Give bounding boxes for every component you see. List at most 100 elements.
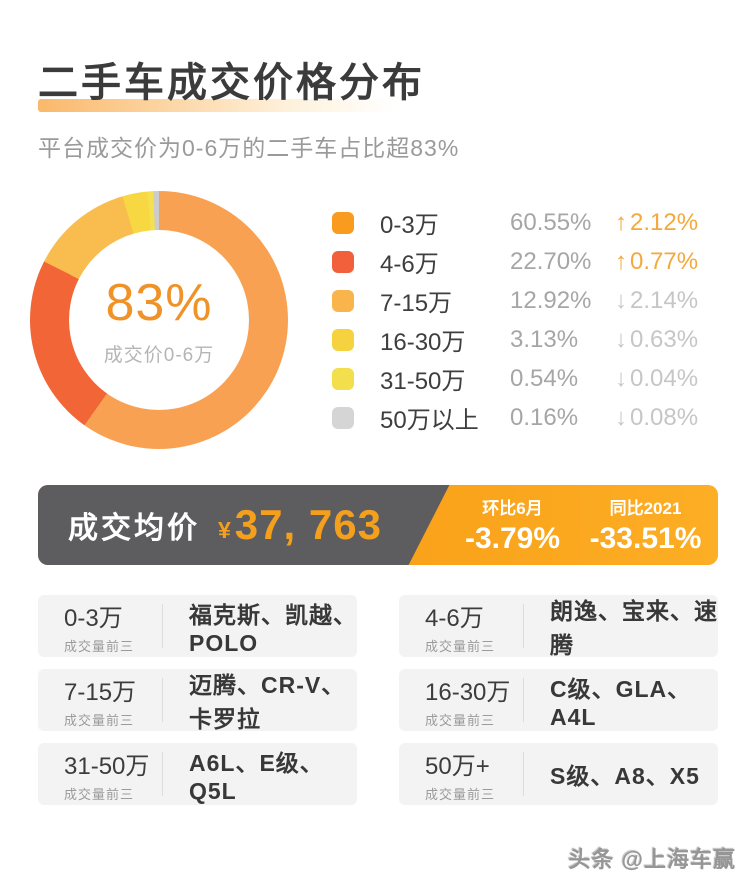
top3-note-label: 成交量前三 xyxy=(425,712,496,728)
price-range-label: 7-15万 xyxy=(64,678,137,706)
legend-row: 7-15万 12.92% ↓ 2.14% xyxy=(332,281,698,320)
legend-change-value: 0.77% xyxy=(630,247,699,275)
legend-row: 0-3万 60.55% ↑ 2.12% xyxy=(332,203,698,242)
trend-down-arrow-icon: ↓ xyxy=(615,286,627,314)
legend-share-value: 0.16% xyxy=(510,403,579,431)
trend-down-arrow-icon: ↓ xyxy=(615,325,627,353)
top-sellers-card-50plus: 50万+ 成交量前三 S级、A8、X5 xyxy=(399,743,718,805)
legend-change: ↑ 0.77% xyxy=(615,248,698,276)
legend-change: ↑ 2.12% xyxy=(615,209,698,237)
price-range-label: 0-3万 xyxy=(64,604,123,632)
top-sellers-card-16-30: 16-30万 成交量前三 C级、GLA、A4L xyxy=(399,669,718,731)
top3-note-label: 成交量前三 xyxy=(64,712,135,728)
top-models-text: 福克斯、凯越、POLO xyxy=(189,601,357,656)
top-models-text: 朗逸、宝来、速腾 xyxy=(550,598,718,658)
mom-label: 环比6月 xyxy=(482,499,543,518)
legend-change: ↓ 0.08% xyxy=(615,404,698,432)
top-models-text: S级、A8、X5 xyxy=(550,763,700,789)
legend-share-value: 22.70% xyxy=(510,247,592,275)
donut-center-label: 成交价0-6万 xyxy=(103,345,215,366)
donut-center: 83% 成交价0-6万 xyxy=(69,230,249,410)
legend-swatch xyxy=(332,250,354,273)
chart-legend: 0-3万 60.55% ↑ 2.12% 4-6万 22.70% ↑ 0.77% … xyxy=(332,203,698,449)
top3-note-label: 成交量前三 xyxy=(64,786,135,802)
legend-swatch xyxy=(332,211,354,234)
legend-change-value: 2.12% xyxy=(630,208,699,236)
top-sellers-card-7-15: 7-15万 成交量前三 迈腾、CR-V、卡罗拉 xyxy=(38,669,357,732)
price-range-label: 50万+ xyxy=(425,752,490,780)
card-range-block: 4-6万 成交量前三 xyxy=(425,598,523,655)
yoy-value: -33.51% xyxy=(589,522,702,555)
legend-share-value: 3.13% xyxy=(510,325,579,353)
yoy-label: 同比2021 xyxy=(609,499,682,518)
legend-change-value: 0.08% xyxy=(630,403,699,431)
top-sellers-card-0-3: 0-3万 成交量前三 福克斯、凯越、POLO xyxy=(38,595,357,657)
legend-label: 50万以上 xyxy=(380,407,479,434)
card-range-block: 16-30万 成交量前三 xyxy=(425,672,523,729)
average-price-banner: 成交均价 ¥ 37, 763 环比6月 -3.79% 同比2021 -33.51… xyxy=(38,485,718,565)
mom-comparison: 环比6月 -3.79% xyxy=(446,485,579,565)
donut-center-value: 83% xyxy=(105,274,213,332)
header: 二手车成交价格分布 平台成交价为0-6万的二手车占比超83% xyxy=(38,50,750,163)
legend-row: 31-50万 0.54% ↓ 0.04% xyxy=(332,359,698,398)
legend-label: 31-50万 xyxy=(380,368,466,395)
legend-share-value: 0.54% xyxy=(510,364,579,392)
card-divider xyxy=(162,752,163,796)
top-sellers-grid: 0-3万 成交量前三 福克斯、凯越、POLO 4-6万 成交量前三 朗逸、宝来、… xyxy=(38,595,718,805)
price-range-label: 4-6万 xyxy=(425,604,484,632)
top3-note-label: 成交量前三 xyxy=(64,638,135,654)
legend-change-value: 0.04% xyxy=(630,364,699,392)
price-distribution-chart-section: 83% 成交价0-6万 0-3万 60.55% ↑ 2.12% 4-6万 22.… xyxy=(30,191,750,449)
legend-row: 4-6万 22.70% ↑ 0.77% xyxy=(332,242,698,281)
legend-label: 7-15万 xyxy=(380,290,453,317)
yoy-comparison: 同比2021 -33.51% xyxy=(579,485,712,565)
page-subtitle: 平台成交价为0-6万的二手车占比超83% xyxy=(38,135,460,161)
top-sellers-card-4-6: 4-6万 成交量前三 朗逸、宝来、速腾 xyxy=(399,595,718,658)
watermark: 头条 @上海车赢 xyxy=(568,847,736,872)
card-range-block: 0-3万 成交量前三 xyxy=(64,598,162,655)
currency-symbol: ¥ xyxy=(218,516,231,543)
card-divider xyxy=(523,678,524,722)
legend-change-value: 0.63% xyxy=(630,325,699,353)
card-divider xyxy=(523,752,524,796)
legend-label: 4-6万 xyxy=(380,251,439,278)
banner-dark-panel xyxy=(38,485,450,565)
title-highlight-underline xyxy=(38,99,394,112)
legend-swatch xyxy=(332,406,354,429)
card-divider xyxy=(523,604,524,648)
page-title: 二手车成交价格分布 xyxy=(38,61,425,105)
top-models-text: 迈腾、CR-V、卡罗拉 xyxy=(189,672,346,732)
top-models-text: A6L、E级、Q5L xyxy=(189,749,324,804)
card-range-block: 50万+ 成交量前三 xyxy=(425,746,523,803)
banner-comparisons: 环比6月 -3.79% 同比2021 -33.51% xyxy=(446,485,712,565)
card-divider xyxy=(162,678,163,722)
trend-up-arrow-icon: ↑ xyxy=(615,247,627,275)
legend-swatch xyxy=(332,289,354,312)
legend-share-value: 60.55% xyxy=(510,208,592,236)
legend-share-value: 12.92% xyxy=(510,286,592,314)
legend-label: 16-30万 xyxy=(380,329,466,356)
legend-row: 16-30万 3.13% ↓ 0.63% xyxy=(332,320,698,359)
average-price-value: 37, 763 xyxy=(234,501,382,548)
trend-down-arrow-icon: ↓ xyxy=(615,403,627,431)
donut-chart-wrap: 83% 成交价0-6万 xyxy=(30,191,288,449)
price-range-label: 16-30万 xyxy=(425,678,511,706)
top-sellers-card-31-50: 31-50万 成交量前三 A6L、E级、Q5L xyxy=(38,743,357,805)
legend-change: ↓ 0.63% xyxy=(615,326,698,354)
legend-change: ↓ 0.04% xyxy=(615,365,698,393)
card-range-block: 31-50万 成交量前三 xyxy=(64,746,162,803)
trend-up-arrow-icon: ↑ xyxy=(615,208,627,236)
legend-label: 0-3万 xyxy=(380,212,439,239)
legend-change: ↓ 2.14% xyxy=(615,287,698,315)
top3-note-label: 成交量前三 xyxy=(425,786,496,802)
legend-row: 50万以上 0.16% ↓ 0.08% xyxy=(332,398,698,437)
top-models-text: C级、GLA、A4L xyxy=(550,675,692,730)
trend-down-arrow-icon: ↓ xyxy=(615,364,627,392)
card-divider xyxy=(162,604,163,648)
mom-value: -3.79% xyxy=(464,522,561,555)
legend-change-value: 2.14% xyxy=(630,286,699,314)
banner-average-price: 成交均价 ¥ 37, 763 xyxy=(68,485,382,565)
top3-note-label: 成交量前三 xyxy=(425,638,496,654)
legend-swatch xyxy=(332,367,354,390)
card-range-block: 7-15万 成交量前三 xyxy=(64,672,162,729)
